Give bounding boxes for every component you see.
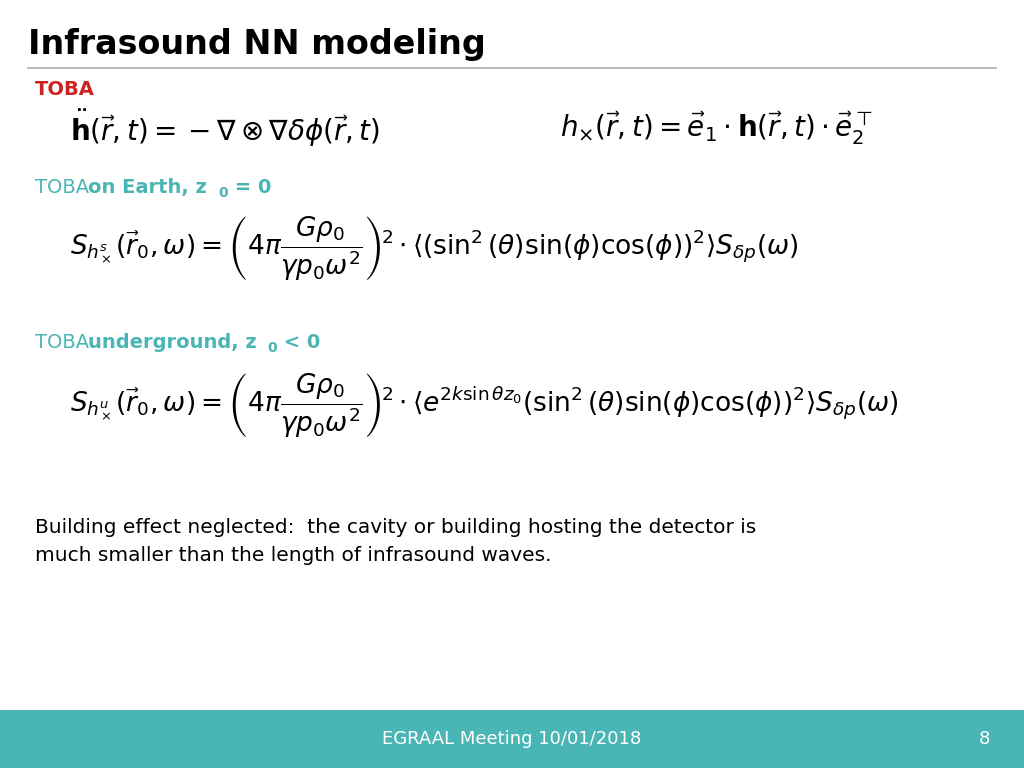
Text: = 0: = 0 xyxy=(228,178,271,197)
Text: TOBA: TOBA xyxy=(35,333,89,352)
Text: 8: 8 xyxy=(979,730,990,748)
Text: $h_{\times}(\vec{r},t) = \vec{e}_1 \cdot \mathbf{h}(\vec{r},t) \cdot \vec{e}_2^{: $h_{\times}(\vec{r},t) = \vec{e}_1 \cdot… xyxy=(560,109,873,147)
Text: 0: 0 xyxy=(218,186,227,200)
Text: Infrasound NN modeling: Infrasound NN modeling xyxy=(28,28,485,61)
Text: Building effect neglected:  the cavity or building hosting the detector is
much : Building effect neglected: the cavity or… xyxy=(35,518,757,565)
Text: underground, z: underground, z xyxy=(88,333,257,352)
Text: < 0: < 0 xyxy=(278,333,321,352)
Text: $S_{h^u_\times}(\vec{r}_0,\omega) = \left(4\pi\dfrac{G\rho_0}{\gamma p_0\omega^2: $S_{h^u_\times}(\vec{r}_0,\omega) = \lef… xyxy=(70,372,898,441)
Text: $\ddot{\mathbf{h}}(\vec{r},t) = -\nabla \otimes \nabla\delta\phi(\vec{r},t)$: $\ddot{\mathbf{h}}(\vec{r},t) = -\nabla … xyxy=(70,108,380,149)
Text: $S_{h^s_\times}(\vec{r}_0,\omega) = \left(4\pi\dfrac{G\rho_0}{\gamma p_0\omega^2: $S_{h^s_\times}(\vec{r}_0,\omega) = \lef… xyxy=(70,214,799,283)
Text: TOBA: TOBA xyxy=(35,178,89,197)
Text: 0: 0 xyxy=(267,341,276,355)
Bar xyxy=(0,710,1024,768)
Text: EGRAAL Meeting 10/01/2018: EGRAAL Meeting 10/01/2018 xyxy=(382,730,642,748)
Text: TOBA: TOBA xyxy=(35,80,95,99)
Text: on Earth, z: on Earth, z xyxy=(88,178,207,197)
